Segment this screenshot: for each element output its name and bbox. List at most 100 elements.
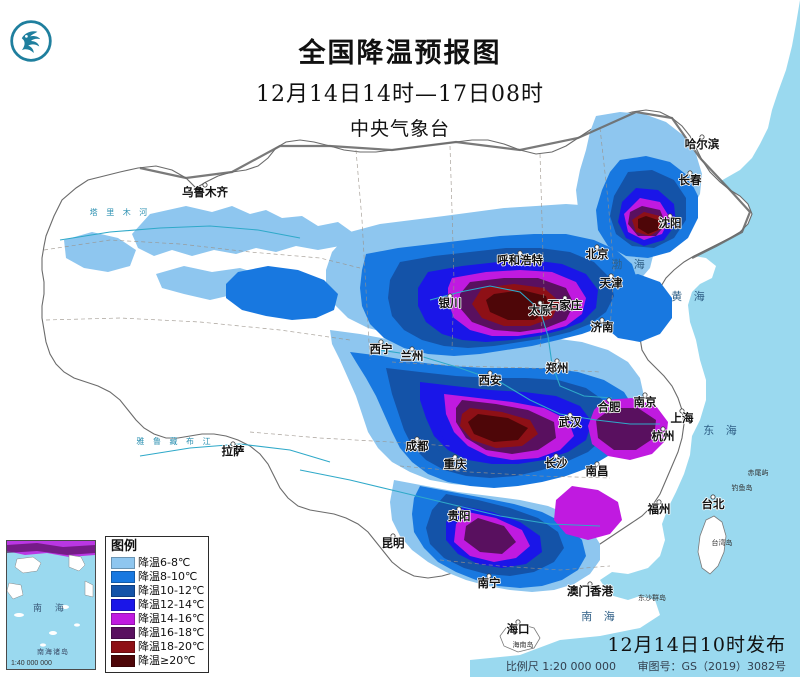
legend-label: 降温14-16℃ <box>138 612 205 626</box>
city-label: 合肥 <box>598 400 621 414</box>
city-marker-dot[interactable] <box>562 295 568 301</box>
city-label: 北京 <box>586 247 609 261</box>
city-marker-dot[interactable] <box>594 244 600 250</box>
city-label: 福州 <box>647 502 671 516</box>
city-marker-dot[interactable] <box>710 494 716 500</box>
city-marker-dot[interactable] <box>230 441 236 447</box>
review-number-text: 审图号：GS（2019）3082号 <box>637 660 787 673</box>
island-label: 台湾岛 <box>712 538 733 547</box>
city-label: 成都 <box>406 439 429 453</box>
map-scale-text: 比例尺 1:20 000 000 <box>505 660 616 673</box>
legend-swatch <box>111 612 135 625</box>
city-label: 呼和浩特 <box>497 253 543 267</box>
legend-box[interactable]: 图例 降温6-8℃ 降温8-10℃ 降温10-12℃ 降温12-14℃ 降温14-16℃… <box>105 536 209 673</box>
city-label: 天津 <box>600 276 623 290</box>
legend-item[interactable]: 降温12-14℃ <box>111 598 204 612</box>
legend-swatch <box>111 598 135 611</box>
city-marker-dot[interactable] <box>202 182 208 188</box>
legend-item[interactable]: 降温10-12℃ <box>111 584 204 598</box>
hainan-island <box>499 623 541 653</box>
city-marker-dot[interactable] <box>679 408 685 414</box>
city-marker-dot[interactable] <box>606 397 612 403</box>
issue-time: 12月14日10时发布 <box>607 634 786 656</box>
legend-label: 降温≥20℃ <box>138 654 196 668</box>
city-label: 哈尔滨 <box>685 137 720 151</box>
ocean-area <box>470 0 800 677</box>
city-marker-dot[interactable] <box>594 461 600 467</box>
city-marker-dot[interactable] <box>456 506 462 512</box>
inset-map-svg: 南 海 <box>7 541 95 669</box>
city-marker-dot[interactable] <box>667 213 673 219</box>
city-label: 武汉 <box>559 415 582 429</box>
legend-title: 图例 <box>111 539 138 554</box>
city-marker-dot[interactable] <box>553 453 559 459</box>
city-label: 杭州 <box>652 429 675 443</box>
city-marker-dot[interactable] <box>554 358 560 364</box>
city-label: 海口 <box>507 622 530 636</box>
city-label: 南宁 <box>478 576 501 590</box>
island-label: 钓鱼岛 <box>732 483 753 492</box>
legend-swatch <box>111 556 135 569</box>
city-marker-dot[interactable] <box>515 619 521 625</box>
sea-labels-group: 渤 海黄 海东 海南 海 <box>581 257 741 623</box>
cma-dragon-logo-icon <box>10 20 52 62</box>
city-marker-dot[interactable] <box>567 412 573 418</box>
svg-text:南 海: 南 海 <box>33 602 69 614</box>
city-label: 上海 <box>671 411 694 425</box>
inset-region-name: 南海诸岛 <box>37 649 69 656</box>
national-border <box>139 110 752 259</box>
legend-swatch <box>111 640 135 653</box>
city-marker-dot[interactable] <box>599 317 605 323</box>
city-label: 长春 <box>679 173 702 187</box>
legend-label: 降温8-10℃ <box>138 570 198 584</box>
city-label: 南京 <box>634 395 657 409</box>
inset-scale-text: 1:40 000 000 <box>11 660 52 667</box>
city-marker-dot[interactable] <box>656 499 662 505</box>
legend-item[interactable]: 降温6-8℃ <box>111 556 204 570</box>
city-label: 济南 <box>591 320 614 334</box>
legend-item[interactable]: 降温16-18℃ <box>111 626 204 640</box>
city-marker-dot[interactable] <box>517 250 523 256</box>
river-labels-group: 塔 里 木 河雅 鲁 藏 布 江 <box>90 207 211 446</box>
legend-swatch <box>111 654 135 667</box>
city-marker-dot[interactable] <box>414 436 420 442</box>
city-marker-dot[interactable] <box>642 392 648 398</box>
city-marker-dot[interactable] <box>447 293 453 299</box>
city-marker-dot[interactable] <box>699 134 705 140</box>
city-marker-dot[interactable] <box>486 573 492 579</box>
city-marker-dot[interactable] <box>660 426 666 432</box>
city-marker-dot[interactable] <box>608 273 614 279</box>
city-marker-dot[interactable] <box>452 454 458 460</box>
legend-item[interactable]: 降温14-16℃ <box>111 612 204 626</box>
city-label: 拉萨 <box>222 444 245 458</box>
legend-rows: 降温6-8℃ 降温8-10℃ 降温10-12℃ 降温12-14℃ 降温14-16℃ 降温1… <box>111 556 204 668</box>
city-marker-dot[interactable] <box>487 370 493 376</box>
island-label: 赤尾屿 <box>748 468 769 477</box>
sea-label: 东 海 <box>703 423 741 437</box>
legend-label: 降温10-12℃ <box>138 584 205 598</box>
legend-swatch <box>111 626 135 639</box>
city-marker-dot[interactable] <box>378 339 384 345</box>
city-marker-dot[interactable] <box>409 346 415 352</box>
city-marker-dot[interactable] <box>687 170 693 176</box>
city-label: 兰州 <box>401 349 424 363</box>
city-label: 乌鲁木齐 <box>182 185 228 199</box>
city-label: 银川 <box>439 296 462 310</box>
city-marker-dot[interactable] <box>390 533 396 539</box>
taiwan-island <box>697 515 727 575</box>
south-china-sea-inset[interactable]: 南 海 南海诸岛 1:40 000 000 <box>6 540 96 670</box>
city-marker-dot[interactable] <box>537 300 543 306</box>
city-marker-dot[interactable] <box>587 581 593 587</box>
legend-item[interactable]: 降温18-20℃ <box>111 640 204 654</box>
city-label: 石家庄 <box>547 298 583 312</box>
legend-item[interactable]: 降温8-10℃ <box>111 570 204 584</box>
sea-label: 渤 海 <box>611 257 649 271</box>
city-label: 西宁 <box>370 342 393 356</box>
legend-item[interactable]: 降温≥20℃ <box>111 654 204 668</box>
city-label: 昆明 <box>382 536 405 550</box>
legend-swatch <box>111 584 135 597</box>
